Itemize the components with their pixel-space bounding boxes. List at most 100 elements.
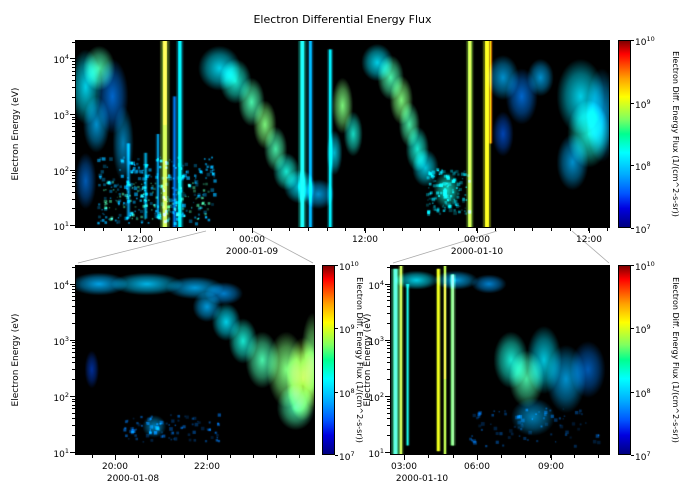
x-tick-label: 09:00: [538, 462, 564, 472]
y-minor-tick: [72, 348, 75, 349]
y-minor-tick: [72, 64, 75, 65]
y-minor-tick: [72, 199, 75, 200]
x-minor-tick: [501, 455, 502, 458]
x-minor-tick: [92, 455, 93, 458]
x-tick-label: 00:00: [464, 235, 490, 245]
x-minor-tick: [289, 228, 290, 231]
x-minor-tick: [138, 455, 139, 458]
x-minor-tick: [570, 228, 571, 231]
x-minor-tick: [453, 455, 454, 458]
y-tick-label: 101: [53, 220, 69, 233]
y-minor-tick: [72, 117, 75, 118]
y-minor-tick: [387, 379, 390, 380]
x-minor-tick: [252, 228, 253, 231]
x-minor-tick: [215, 228, 216, 231]
y-tick-label: 103: [53, 335, 69, 348]
y-minor-tick: [387, 292, 390, 293]
colorbar-tick-label: 108: [635, 387, 651, 400]
colorbar-tick: [631, 40, 634, 41]
plot-frame-top: [75, 40, 610, 228]
y-minor-tick: [72, 175, 75, 176]
x-tick-label: 06:00: [464, 462, 490, 472]
x-minor-tick: [514, 228, 515, 231]
x-minor-tick: [299, 455, 300, 458]
colorbar-tick-label: 107: [339, 450, 355, 463]
y-minor-tick: [72, 292, 75, 293]
x-minor-tick: [140, 228, 141, 231]
y-minor-tick: [387, 289, 390, 290]
y-minor-tick: [72, 313, 75, 314]
y-minor-tick: [387, 296, 390, 297]
x-minor-tick: [253, 455, 254, 458]
x-minor-tick: [477, 455, 478, 458]
x-major-tick: [477, 228, 478, 233]
colorbar-tick-label: 109: [339, 323, 355, 336]
colorbar-tick-label: 107: [635, 450, 651, 463]
colorbar-tick: [335, 392, 338, 393]
x-minor-tick: [345, 228, 346, 231]
x-minor-tick: [276, 455, 277, 458]
colorbar-tick: [335, 328, 338, 329]
y-major-tick: [385, 396, 390, 397]
y-minor-tick: [72, 131, 75, 132]
y-major-tick: [70, 225, 75, 226]
y-minor-tick: [387, 313, 390, 314]
y-minor-tick: [72, 208, 75, 209]
y-tick-label: 101: [368, 447, 384, 460]
y-minor-tick: [387, 300, 390, 301]
x-minor-tick: [364, 228, 365, 231]
x-minor-tick: [207, 455, 208, 458]
x-minor-tick: [196, 228, 197, 231]
y-minor-tick: [72, 296, 75, 297]
x-minor-tick: [588, 228, 589, 231]
y-minor-tick: [72, 75, 75, 76]
colorbar-tick-label: 108: [339, 387, 355, 400]
colorbar-tick: [631, 265, 634, 266]
x-tick-label: 00:00: [239, 235, 265, 245]
plot-frame-br: [390, 265, 610, 455]
y-minor-tick: [72, 342, 75, 343]
x-minor-tick: [574, 455, 575, 458]
colorbar-tick: [631, 455, 634, 456]
x-minor-tick: [233, 228, 234, 231]
x-minor-tick: [177, 228, 178, 231]
colorbar-tick: [631, 392, 634, 393]
colorbar-tick-label: 1010: [339, 260, 359, 273]
y-tick-label: 102: [53, 391, 69, 404]
y-minor-tick: [72, 306, 75, 307]
colorbar-tick-label: 1010: [635, 35, 655, 48]
x-tick-label: 03:00: [391, 462, 417, 472]
x-minor-tick: [551, 228, 552, 231]
y-major-tick: [70, 114, 75, 115]
colorbar-tick: [631, 165, 634, 166]
y-minor-tick: [387, 348, 390, 349]
y-minor-tick: [72, 67, 75, 68]
y-minor-tick: [72, 323, 75, 324]
y-minor-tick: [72, 401, 75, 402]
x-minor-tick: [607, 228, 608, 231]
y-tick-label: 104: [368, 279, 384, 292]
x-tick-label: 22:00: [194, 462, 220, 472]
y-tick-label: 104: [53, 279, 69, 292]
figure-title: Electron Differential Energy Flux: [253, 13, 432, 26]
y-minor-tick: [72, 42, 75, 43]
x-minor-tick: [598, 455, 599, 458]
x-date-label: 2000-01-08: [106, 474, 160, 484]
y-minor-tick: [72, 80, 75, 81]
y-minor-tick: [387, 425, 390, 426]
y-minor-tick: [72, 408, 75, 409]
x-minor-tick: [103, 228, 104, 231]
x-minor-tick: [428, 455, 429, 458]
y-minor-tick: [72, 435, 75, 436]
y-minor-tick: [72, 87, 75, 88]
x-minor-tick: [420, 228, 421, 231]
spectrogram-canvas-bl: [75, 265, 315, 455]
spectrogram-canvas-top: [75, 40, 610, 228]
y-minor-tick: [72, 357, 75, 358]
x-minor-tick: [230, 455, 231, 458]
y-tick-label: 104: [53, 53, 69, 66]
x-minor-tick: [458, 228, 459, 231]
x-date-label: 2000-01-10: [395, 474, 449, 484]
x-major-tick: [589, 228, 590, 233]
colorbar-tick: [335, 455, 338, 456]
